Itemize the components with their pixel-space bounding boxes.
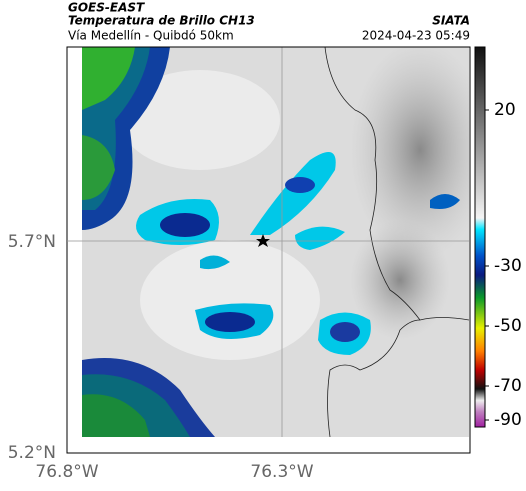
colorbar-label: -30 [494,256,522,276]
title: Temperatura de Brillo CH13 [68,14,255,28]
lat-label: 5.7°N [8,232,56,252]
colorbar-ticks [485,109,489,421]
colorbar-label: -90 [494,410,522,430]
map-frame [66,46,471,454]
lon-label: 76.8°W [35,462,98,482]
colorbar-label: -50 [494,316,522,336]
colorbar-label: 20 [494,100,516,120]
source: GOES-EAST [68,1,145,15]
lat-label: 5.2°N [8,443,56,463]
timestamp: 2024-04-23 05:49 [362,29,470,43]
satellite-image [82,47,469,437]
colorbar-label: -70 [494,376,522,396]
lon-label: 76.3°W [250,462,313,482]
colorbar [474,46,486,428]
credit: SIATA [432,14,470,28]
subtitle: Vía Medellín - Quibdó 50km [68,29,234,43]
